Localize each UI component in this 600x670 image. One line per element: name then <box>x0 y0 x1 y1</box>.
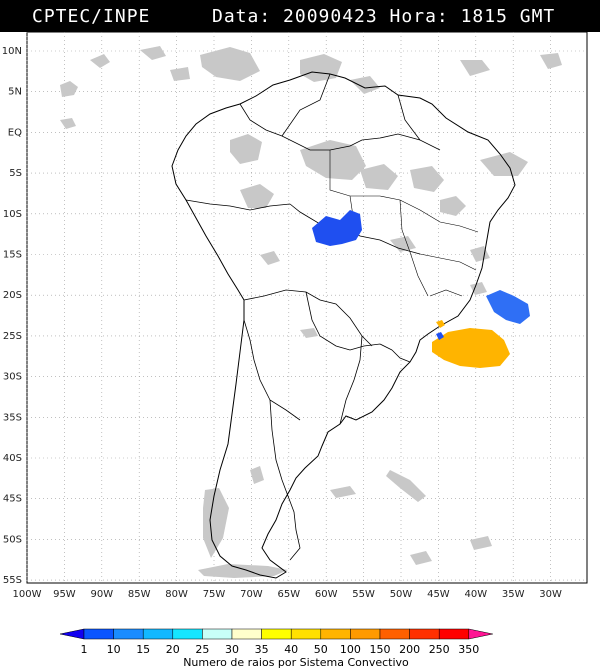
legend-label: 30 <box>225 643 239 656</box>
legend-swatch <box>202 628 233 640</box>
southeast-offshore-system <box>486 290 530 324</box>
legend-label: 1 <box>81 643 88 656</box>
legend-label: 50 <box>314 643 328 656</box>
lat-label: 10N <box>2 46 22 57</box>
lon-label: 85W <box>128 589 151 600</box>
legend-swatch <box>290 628 322 640</box>
small-coastal-system <box>436 320 445 328</box>
legend-swatch <box>438 628 470 640</box>
legend-swatch <box>142 628 174 640</box>
legend-label: 350 <box>458 643 479 656</box>
legend-swatch <box>350 628 381 640</box>
legend-label: 20 <box>166 643 180 656</box>
cloud-cover <box>60 46 562 578</box>
lon-label: 50W <box>390 589 413 600</box>
source-title: CPTEC/INPE <box>32 6 151 27</box>
legend-swatch <box>320 628 351 640</box>
lat-label: 45S <box>3 494 22 505</box>
small-blue-system <box>436 332 444 340</box>
longitude-labels: 100W 95W 90W 85W 80W 75W 70W 65W 60W 55W 50W 45W 40W… <box>13 589 563 600</box>
lat-label: 25S <box>3 331 22 342</box>
south-america-outline <box>171 71 516 579</box>
central-brazil-system <box>312 210 362 246</box>
legend-label: 35 <box>255 643 269 656</box>
lat-label: EQ <box>8 127 22 138</box>
lon-label: 45W <box>427 589 450 600</box>
lon-label: 35W <box>502 589 525 600</box>
legend-swatch <box>379 628 410 640</box>
lat-label: 5N <box>8 87 22 98</box>
lat-label: 10S <box>3 209 22 220</box>
lon-label: 80W <box>165 589 188 600</box>
legend-swatch <box>83 628 114 640</box>
lat-label: 5S <box>9 168 22 179</box>
legend-label: 40 <box>284 643 298 656</box>
header-bar: CPTEC/INPE Data: 20090423 Hora: 1815 GMT <box>0 0 600 32</box>
lat-label: 50S <box>3 534 22 545</box>
legend-label: 150 <box>370 643 391 656</box>
legend-swatch <box>409 628 440 640</box>
lat-label: 20S <box>3 290 22 301</box>
legend-label: 100 <box>340 643 361 656</box>
state-borders <box>329 150 479 297</box>
lon-label: 65W <box>277 589 300 600</box>
south-atlantic-system <box>432 328 510 368</box>
lon-label: 55W <box>352 589 375 600</box>
legend-arrow-right <box>468 628 493 640</box>
lat-label: 30S <box>3 372 22 383</box>
legend-arrow-left <box>59 628 85 640</box>
legend-swatch <box>172 628 203 640</box>
legend-label: 200 <box>399 643 420 656</box>
datetime-title: Data: 20090423 Hora: 1815 GMT <box>212 6 556 27</box>
lon-label: 75W <box>203 589 226 600</box>
legend-swatch <box>231 628 262 640</box>
lat-label: 15S <box>3 250 22 261</box>
legend-swatch <box>261 628 292 640</box>
legend-swatch <box>113 628 144 640</box>
latitude-labels: 10N 5N EQ 5S 10S 15S 20S 25S 30S 35S 40S 45S 50S 55S <box>2 46 22 586</box>
legend-label: 250 <box>429 643 450 656</box>
lat-label: 35S <box>3 412 22 423</box>
lon-label: 90W <box>90 589 113 600</box>
lightning-legend: 1 10 15 20 25 30 35 40 50 100 150 200 250 350 <box>59 628 493 656</box>
legend-label: 25 <box>195 643 209 656</box>
lon-label: 95W <box>53 589 76 600</box>
lon-label: 30W <box>539 589 562 600</box>
lon-label: 100W <box>13 589 42 600</box>
lat-label: 40S <box>3 453 22 464</box>
legend-title: Numero de raios por Sistema Convectivo <box>183 656 409 669</box>
lon-label: 60W <box>315 589 338 600</box>
legend-label: 10 <box>107 643 121 656</box>
legend-label: 15 <box>136 643 150 656</box>
lon-label: 70W <box>240 589 263 600</box>
lon-label: 40W <box>464 589 487 600</box>
lat-label: 55S <box>3 575 22 586</box>
